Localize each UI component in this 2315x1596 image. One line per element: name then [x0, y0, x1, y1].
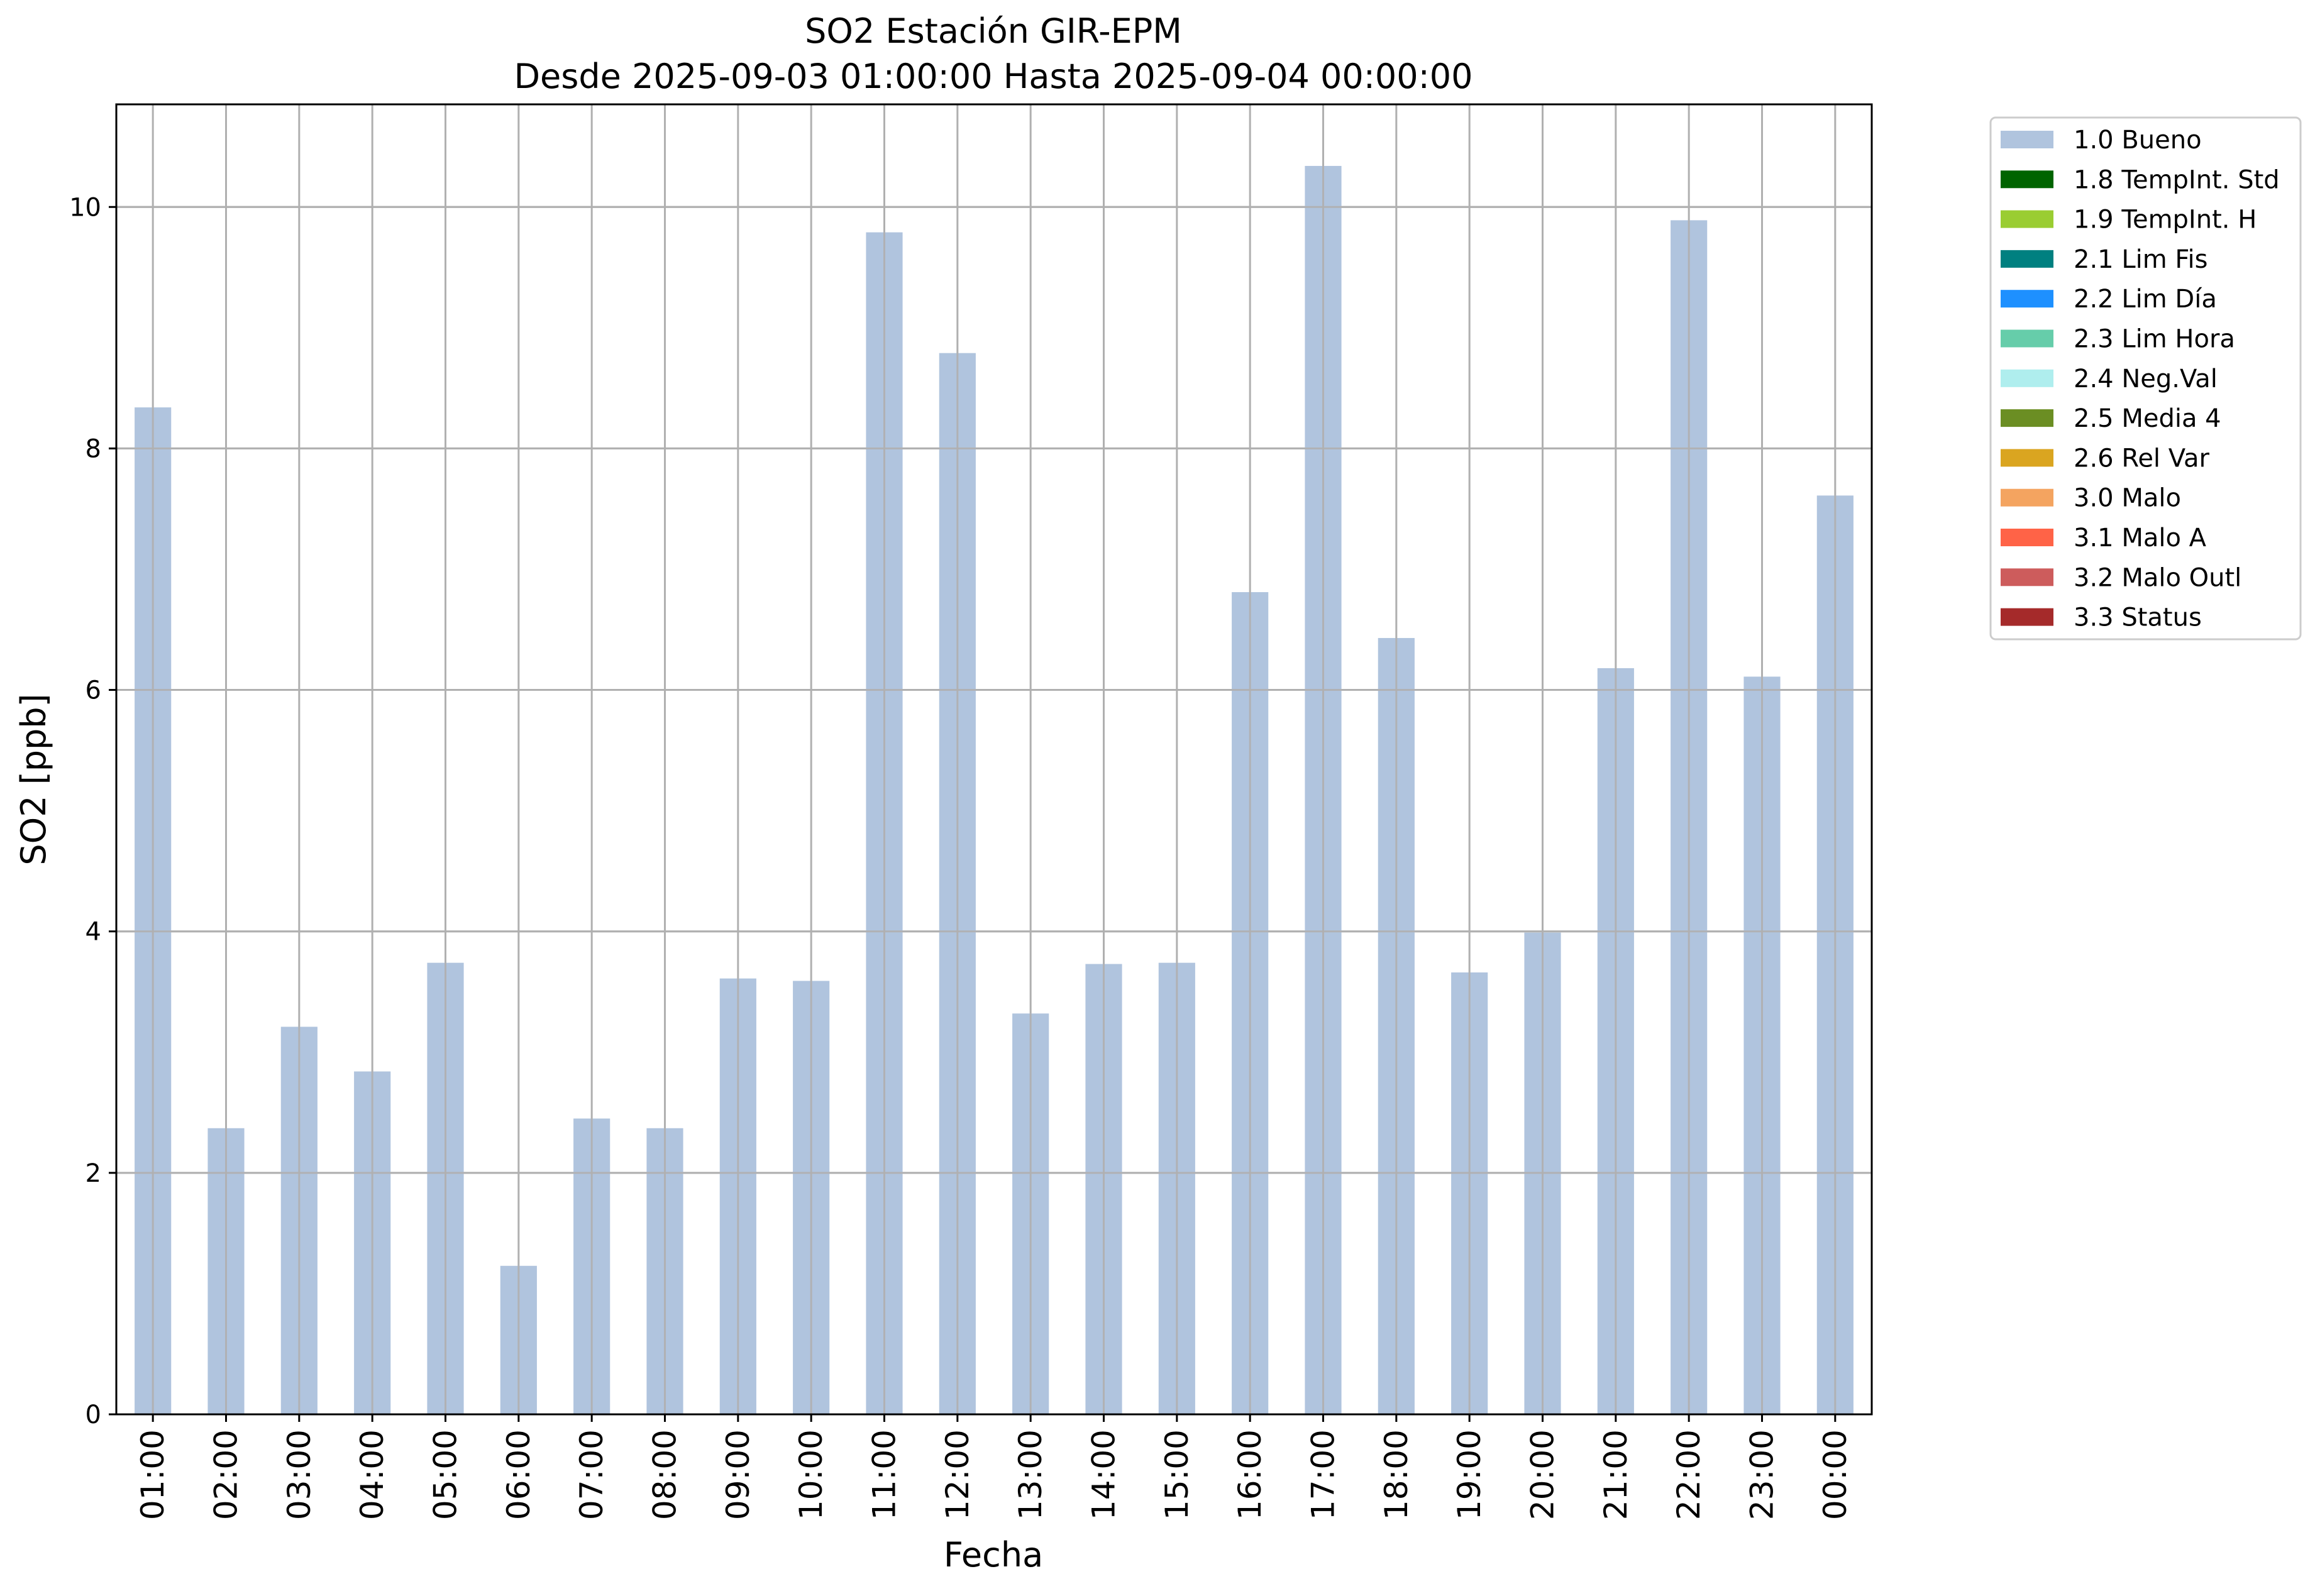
legend-label: 3.3 Status	[2074, 603, 2202, 632]
x-axis-label: Fecha	[944, 1535, 1043, 1575]
y-tick-label: 2	[86, 1159, 101, 1188]
legend-swatch	[2001, 329, 2053, 348]
legend-label: 2.5 Media 4	[2074, 404, 2221, 433]
x-tick-label: 19:00	[1451, 1429, 1488, 1520]
chart-title-line1: SO2 Estación GIR-EPM	[805, 11, 1182, 51]
x-tick-label: 00:00	[1817, 1429, 1854, 1520]
x-tick-label: 21:00	[1598, 1429, 1634, 1520]
y-tick-label: 6	[86, 676, 101, 705]
x-tick-label: 03:00	[281, 1429, 318, 1520]
legend-swatch	[2001, 250, 2053, 268]
x-tick-label: 01:00	[135, 1429, 171, 1520]
legend-swatch	[2001, 210, 2053, 228]
legend: 1.0 Bueno 1.8 TempInt. Std 1.9 TempInt. H 2…	[1989, 116, 2302, 641]
x-tick-label: 07:00	[573, 1429, 610, 1520]
y-tick-label: 4	[86, 918, 101, 947]
legend-swatch	[2001, 568, 2053, 586]
x-tick-label: 04:00	[354, 1429, 390, 1520]
x-tick-label: 05:00	[428, 1429, 464, 1520]
bar-series	[116, 165, 1872, 1415]
legend-label: 2.3 Lim Hora	[2074, 325, 2235, 354]
legend-swatch	[2001, 529, 2053, 546]
x-tick-label: 13:00	[1012, 1429, 1049, 1520]
x-tick-label: 10:00	[793, 1429, 829, 1520]
legend-label: 1.0 Bueno	[2074, 126, 2202, 155]
y-tick-label: 10	[69, 193, 101, 222]
x-tick-label: 06:00	[500, 1429, 537, 1520]
x-tick-label: 15:00	[1159, 1429, 1195, 1520]
x-tick-label: 22:00	[1671, 1429, 1707, 1520]
legend-label: 2.1 Lim Fis	[2074, 245, 2207, 274]
legend-label: 2.2 Lim Día	[2074, 285, 2217, 314]
legend-label: 1.8 TempInt. Std	[2074, 165, 2280, 194]
legend-label: 1.9 TempInt. H	[2074, 206, 2257, 234]
legend-label: 3.2 Malo Outl	[2074, 563, 2241, 592]
legend-swatch	[2001, 131, 2053, 148]
x-tick-label: 17:00	[1305, 1429, 1342, 1520]
x-tick-label: 16:00	[1232, 1429, 1268, 1520]
x-tick-label: 11:00	[866, 1429, 903, 1520]
x-tick-label: 08:00	[647, 1429, 683, 1520]
legend-swatch	[2001, 369, 2053, 387]
x-tick-label: 09:00	[720, 1429, 756, 1520]
x-tick-label: 14:00	[1086, 1429, 1122, 1520]
x-tick-label: 20:00	[1525, 1429, 1561, 1520]
x-tick-label: 18:00	[1378, 1429, 1415, 1520]
x-tick-label: 12:00	[939, 1429, 976, 1520]
x-tick-label: 23:00	[1744, 1429, 1781, 1520]
legend-swatch	[2001, 170, 2053, 189]
legend-label: 2.4 Neg.Val	[2074, 365, 2218, 393]
legend-label: 3.1 Malo A	[2074, 524, 2207, 553]
plot-frame	[115, 103, 1873, 1416]
x-tick-label: 02:00	[208, 1429, 245, 1520]
legend-swatch	[2001, 608, 2053, 626]
legend-label: 3.0 Malo	[2074, 484, 2181, 513]
y-tick-label: 8	[86, 434, 101, 463]
y-axis-label: SO2 [ppb]	[14, 693, 53, 865]
legend-swatch	[2001, 409, 2053, 427]
axes: 0 2 4 6 8 10 01:00 02:00 03:00 04:00 05:00 06:00 07:…	[69, 103, 1873, 1520]
y-tick-label: 0	[86, 1401, 101, 1429]
legend-swatch	[2001, 488, 2053, 507]
legend-label: 2.6 Rel Var	[2074, 444, 2210, 473]
legend-swatch	[2001, 449, 2053, 467]
chart-title-line2: Desde 2025-09-03 01:00:00 Hasta 2025-09-…	[514, 57, 1472, 96]
legend-box	[1989, 116, 2302, 641]
legend-swatch	[2001, 290, 2053, 308]
